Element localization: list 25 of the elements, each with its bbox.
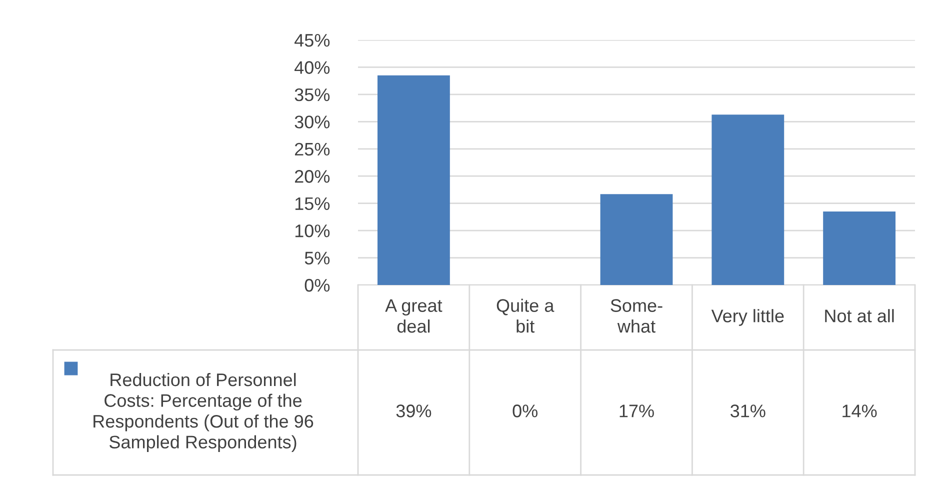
y-tick-label: 25% [294,142,330,156]
bar [377,75,450,285]
y-tick-label: 0% [304,278,330,292]
bar [823,212,896,285]
y-tick-label: 35% [294,88,330,102]
data-label: 31% [730,404,766,418]
x-tick-label: Quite a bit [496,298,554,333]
data-label: 0% [512,404,538,418]
y-tick-label: 15% [295,197,330,210]
y-tick-label: 45% [294,34,330,47]
bar [712,114,784,285]
bar [600,194,673,285]
data-label: 39% [396,404,432,418]
legend-label: Reduction of Personnel Costs: Percentage of the Respondents (Out of the 96 Sampled Respondents) [94,372,314,452]
y-tick-label: 5% [304,252,330,264]
data-label: 17% [620,404,654,418]
y-tick-label: 30% [294,116,330,128]
x-tick-label: Some- what [610,299,662,333]
x-tick-label: Not at all [825,309,894,322]
y-tick-label: 10% [295,224,330,238]
x-tick-label: A great deal [385,299,442,333]
y-tick-label: 40% [294,61,330,74]
data-label: 14% [842,404,877,418]
x-tick-label: Very little [711,309,784,326]
y-tick-label: 20% [294,170,330,183]
